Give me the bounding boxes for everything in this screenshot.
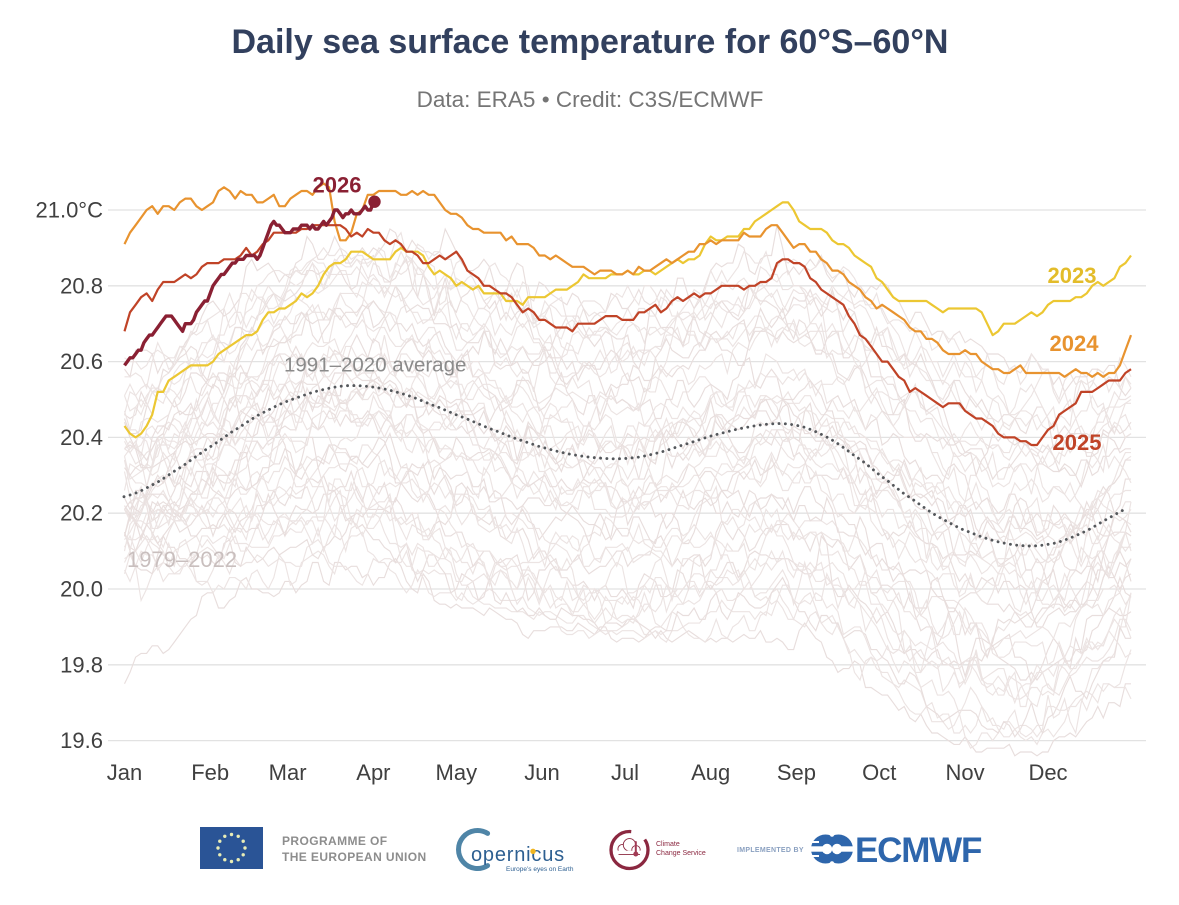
svg-text:THE EUROPEAN UNION: THE EUROPEAN UNION [282,850,427,864]
svg-text:Change Service: Change Service [656,850,706,857]
svg-text:Jul: Jul [611,760,639,785]
svg-text:2026: 2026 [313,173,362,198]
svg-text:19.8: 19.8 [60,652,103,677]
svg-text:20.4: 20.4 [60,425,103,450]
svg-text:May: May [436,760,478,785]
svg-text:Jun: Jun [524,760,559,785]
svg-text:Jan: Jan [107,760,142,785]
svg-text:Mar: Mar [269,760,307,785]
svg-text:Aug: Aug [691,760,730,785]
svg-text:Dec: Dec [1028,760,1067,785]
svg-text:Sep: Sep [777,760,816,785]
svg-text:Climate: Climate [656,841,680,848]
svg-text:2024: 2024 [1050,331,1100,356]
svg-text:2025: 2025 [1053,430,1102,455]
svg-text:19.6: 19.6 [60,728,103,753]
svg-text:Feb: Feb [191,760,229,785]
svg-text:Daily sea surface temperature: Daily sea surface temperature for 60°S–6… [232,23,949,61]
svg-text:ECMWF: ECMWF [855,831,982,870]
svg-text:2023: 2023 [1048,263,1097,288]
svg-text:20.0: 20.0 [60,577,103,602]
svg-text:1991–2020 average: 1991–2020 average [284,354,466,377]
svg-text:Oct: Oct [862,760,896,785]
svg-text:20.8: 20.8 [60,273,103,298]
svg-text:opernicus: opernicus [471,844,565,866]
svg-text:20.6: 20.6 [60,349,103,374]
svg-text:Nov: Nov [946,760,985,785]
svg-text:1979–2022: 1979–2022 [127,547,237,572]
svg-text:Europe’s eyes on Earth: Europe’s eyes on Earth [506,866,574,873]
svg-text:20.2: 20.2 [60,501,103,526]
svg-text:Apr: Apr [356,760,390,785]
svg-text:IMPLEMENTED BY: IMPLEMENTED BY [737,847,804,854]
svg-text:Data: ERA5 • Credit: C3S/ECMWF: Data: ERA5 • Credit: C3S/ECMWF [417,87,764,112]
svg-text:21.0°C: 21.0°C [35,198,103,223]
svg-text:PROGRAMME OF: PROGRAMME OF [282,834,387,848]
